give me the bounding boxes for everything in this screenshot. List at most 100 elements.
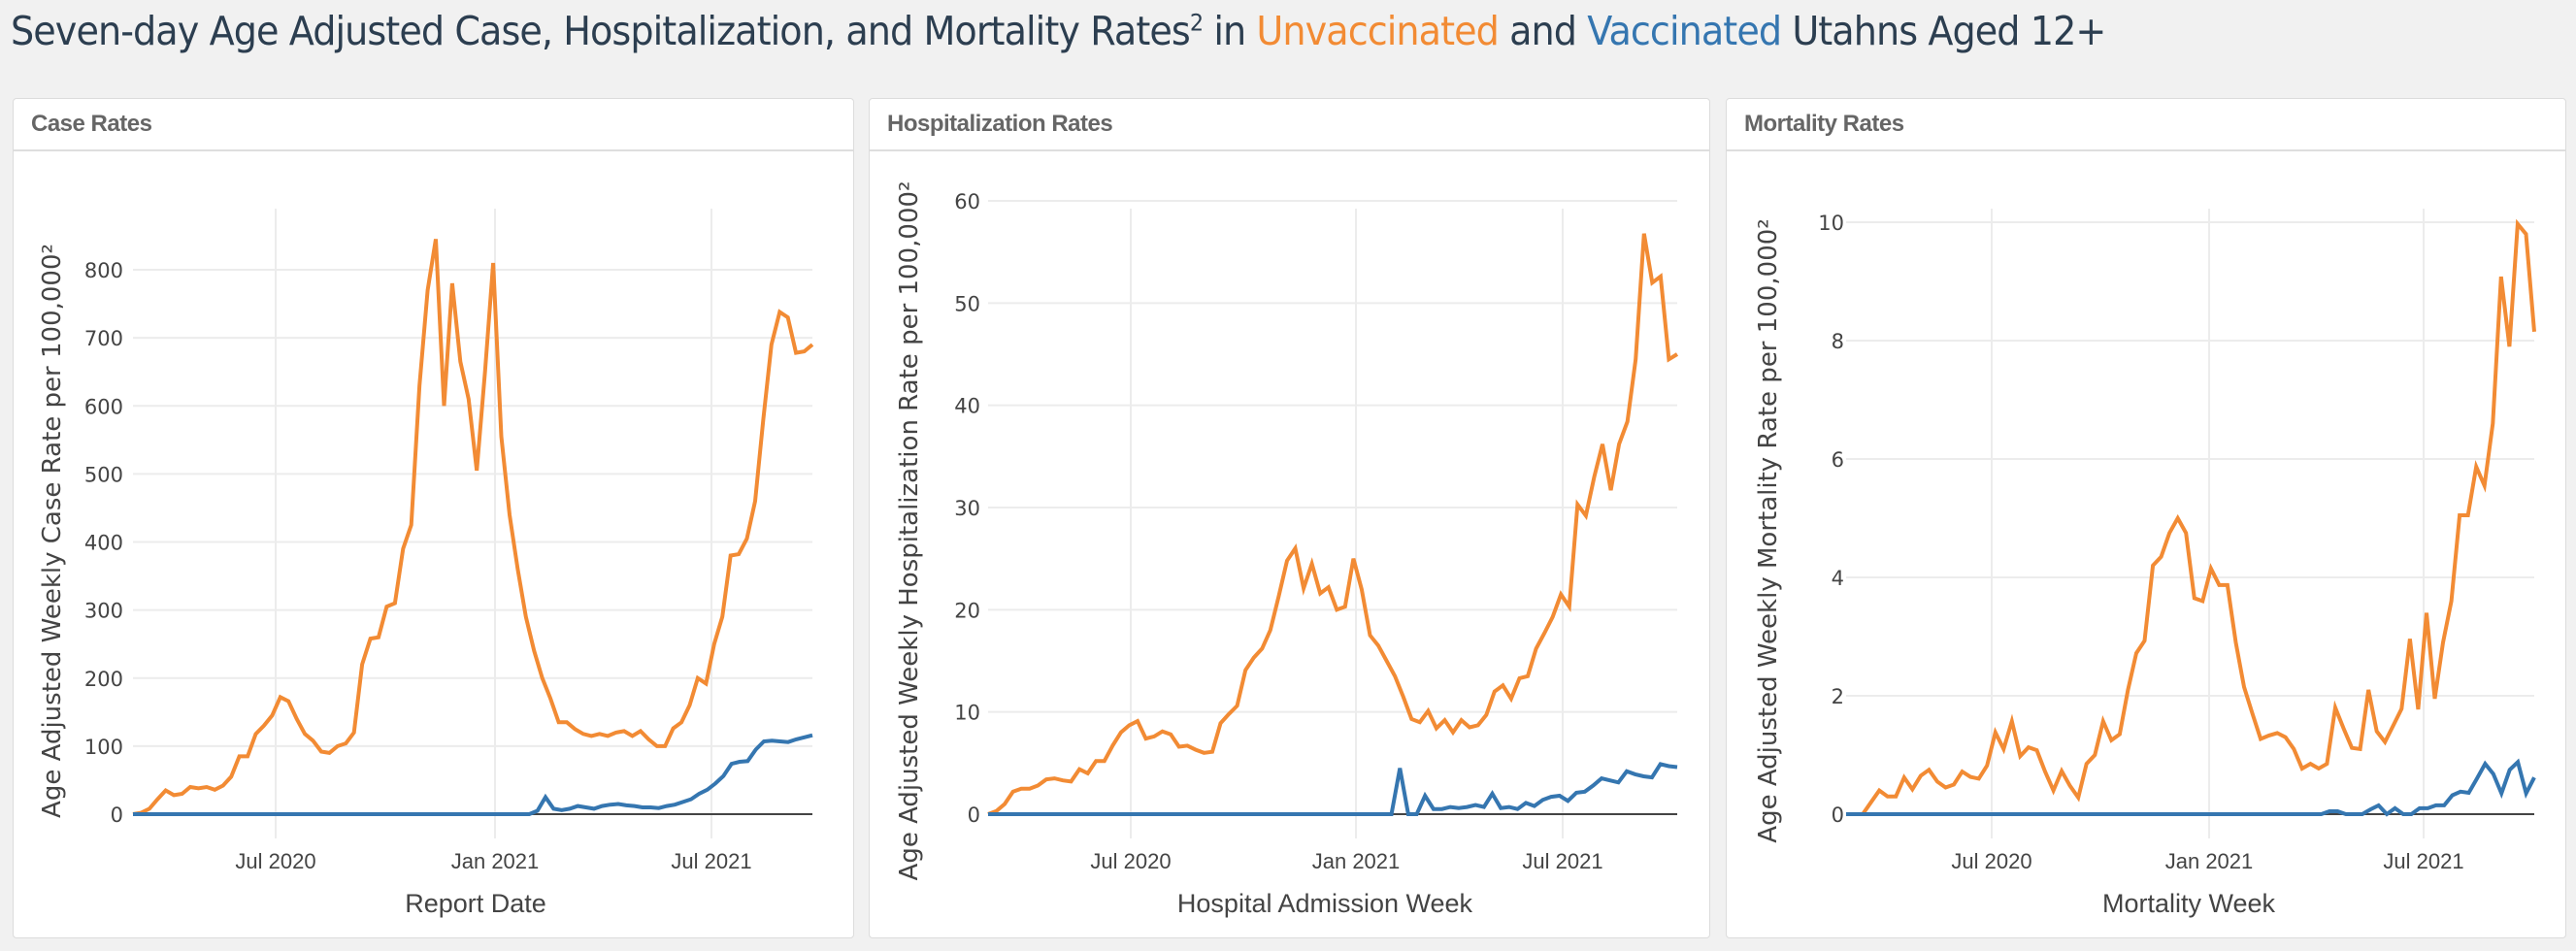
data-point-vaccinated (550, 805, 556, 811)
data-point-vaccinated (2441, 803, 2447, 808)
case-rates-panel: Case Rates (13, 98, 854, 938)
y-tick-label: 8 (1832, 330, 1844, 353)
data-point-unvaccinated (1275, 594, 1281, 600)
data-point-vaccinated (2072, 811, 2078, 817)
data-point-unvaccinated (1558, 592, 1564, 598)
data-point-unvaccinated (2075, 795, 2081, 801)
data-point-unvaccinated (269, 712, 275, 718)
data-point-unvaccinated (2225, 582, 2230, 588)
data-point-unvaccinated (605, 733, 611, 738)
data-point-unvaccinated (1326, 584, 1332, 590)
data-point-vaccinated (608, 802, 613, 807)
data-point-vaccinated (793, 737, 799, 742)
data-point-vaccinated (1867, 811, 1873, 817)
data-point-unvaccinated (1408, 716, 1414, 722)
data-point-vaccinated (1649, 774, 1655, 780)
data-point-vaccinated (1590, 783, 1596, 789)
data-point-vaccinated (2179, 811, 2185, 817)
data-point-unvaccinated (212, 787, 217, 793)
data-point-unvaccinated (1043, 776, 1049, 782)
data-point-unvaccinated (474, 468, 479, 474)
data-point-unvaccinated (2415, 706, 2421, 712)
data-point-vaccinated (1658, 761, 1664, 767)
data-point-vaccinated (2089, 811, 2095, 817)
data-point-unvaccinated (1608, 487, 1614, 493)
data-point-vaccinated (1380, 811, 1386, 817)
data-point-unvaccinated (678, 719, 684, 725)
data-point-unvaccinated (785, 314, 791, 320)
data-point-vaccinated (672, 802, 677, 807)
data-point-vaccinated (1640, 773, 1646, 779)
data-point-vaccinated (744, 758, 750, 764)
data-point-unvaccinated (1317, 591, 1323, 597)
y-axis-title: Age Adjusted Weekly Case Rate per 100,00… (38, 244, 67, 818)
data-point-vaccinated (2376, 803, 2382, 808)
data-point-unvaccinated (2440, 639, 2446, 645)
data-point-vaccinated (356, 811, 362, 817)
data-point-vaccinated (1263, 811, 1269, 817)
data-point-vaccinated (1296, 811, 1302, 817)
data-point-vaccinated (1111, 811, 1117, 817)
y-tick-label: 40 (954, 395, 980, 418)
data-point-unvaccinated (2150, 563, 2156, 569)
data-point-vaccinated (259, 811, 265, 817)
data-point-unvaccinated (1018, 786, 1024, 792)
data-point-unvaccinated (1967, 774, 1973, 780)
data-point-vaccinated (300, 811, 306, 817)
data-point-vaccinated (1397, 766, 1403, 771)
data-point-vaccinated (1128, 811, 1134, 817)
data-point-vaccinated (632, 803, 638, 809)
data-point-unvaccinated (744, 536, 750, 541)
data-point-unvaccinated (1118, 730, 1124, 736)
data-point-unvaccinated (359, 662, 365, 668)
data-point-unvaccinated (253, 731, 259, 737)
y-tick-label: 400 (84, 532, 123, 555)
data-point-unvaccinated (2407, 636, 2413, 641)
data-point-unvaccinated (1616, 442, 1622, 447)
data-point-vaccinated (1615, 779, 1621, 785)
data-point-unvaccinated (1209, 749, 1215, 755)
x-tick-label: Jul 2020 (1951, 849, 2031, 873)
data-point-vaccinated (171, 811, 177, 817)
data-point-vaccinated (1086, 811, 1092, 817)
data-point-unvaccinated (1069, 778, 1074, 784)
data-point-vaccinated (1599, 775, 1604, 781)
data-point-unvaccinated (2159, 554, 2164, 560)
data-point-vaccinated (1019, 811, 1025, 817)
data-point-vaccinated (1439, 806, 1445, 812)
data-point-unvaccinated (449, 280, 455, 286)
data-point-unvaccinated (671, 726, 677, 732)
y-tick-label: 0 (1832, 803, 1844, 827)
data-point-vaccinated (421, 811, 427, 817)
data-point-unvaccinated (2000, 746, 2006, 752)
data-point-vaccinated (2262, 811, 2267, 817)
data-point-unvaccinated (2175, 515, 2181, 521)
data-point-unvaccinated (2208, 566, 2214, 572)
data-point-vaccinated (283, 811, 289, 817)
data-point-unvaccinated (1450, 730, 1456, 736)
data-point-vaccinated (429, 811, 435, 817)
data-point-unvaccinated (1002, 802, 1007, 807)
data-point-vaccinated (2286, 811, 2292, 817)
data-point-vaccinated (1966, 811, 1972, 817)
data-point-vaccinated (535, 808, 541, 814)
data-point-unvaccinated (1876, 788, 1882, 794)
data-point-vaccinated (130, 811, 136, 817)
data-point-vaccinated (1137, 811, 1142, 817)
data-point-unvaccinated (1574, 502, 1580, 508)
data-point-unvaccinated (1392, 673, 1398, 679)
data-point-unvaccinated (196, 785, 202, 791)
data-point-unvaccinated (261, 723, 267, 729)
data-point-unvaccinated (2125, 687, 2130, 693)
data-point-unvaccinated (1293, 545, 1299, 551)
data-point-unvaccinated (2382, 739, 2388, 745)
data-point-vaccinated (162, 811, 168, 817)
data-point-vaccinated (1346, 811, 1352, 817)
data-point-unvaccinated (2108, 738, 2114, 743)
data-point-vaccinated (1851, 811, 1857, 817)
data-point-vaccinated (1279, 811, 1285, 817)
y-tick-label: 4 (1832, 567, 1844, 590)
data-point-unvaccinated (2457, 512, 2462, 518)
title-legend-unvaccinated: Unvaccinated (1256, 8, 1499, 54)
